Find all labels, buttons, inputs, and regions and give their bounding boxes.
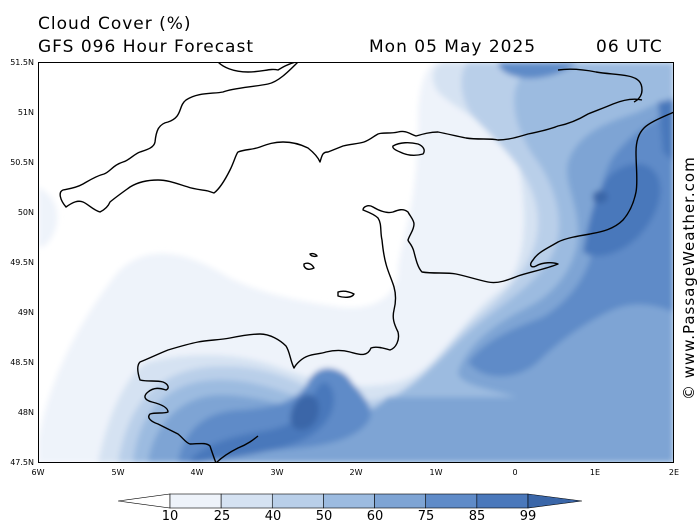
colorbar-cell: [476, 493, 529, 509]
colorbar-cell: [271, 493, 324, 509]
lon-label: 2E: [668, 468, 680, 477]
kent-coastline: [557, 68, 643, 103]
cloud-cover-map: [38, 62, 674, 463]
watermark: © www.PassageWeather.com: [680, 156, 698, 400]
colorbar-cell: [374, 493, 427, 509]
sw-england-coastline: [59, 62, 643, 213]
cloud-field: [38, 62, 674, 463]
guernsey-island: [303, 262, 315, 271]
lat-label: 51N: [17, 108, 34, 117]
colorbar-label: 60: [366, 509, 384, 524]
brittany-south-coastline: [215, 435, 259, 463]
wales-coastline: [217, 62, 297, 73]
lon-label: 5W: [111, 468, 125, 477]
lat-label: 49.5N: [10, 258, 34, 267]
map-border: [38, 62, 674, 463]
lat-label: 50N: [17, 208, 34, 217]
lon-label: 2W: [349, 468, 363, 477]
map-title: Cloud Cover (%): [38, 14, 192, 34]
lat-label: 48.5N: [10, 358, 34, 367]
forecast-date: Mon 05 May 2025: [369, 37, 537, 57]
forecast-subtitle: GFS 096 Hour Forecast: [38, 37, 254, 57]
alderney-island: [309, 252, 318, 258]
lat-label: 49N: [17, 308, 34, 317]
lon-label: 4W: [190, 468, 204, 477]
colorbar-label: 75: [417, 509, 435, 524]
lon-label: 6W: [31, 468, 45, 477]
lon-label: 1E: [589, 468, 601, 477]
jersey-island: [337, 290, 355, 299]
colorbar-label: 40: [264, 509, 282, 524]
colorbar-cell: [323, 493, 375, 509]
isle-of-wight: [392, 141, 425, 157]
colorbar-left-arrow: [118, 493, 171, 509]
colorbar-cells: [169, 493, 529, 509]
colorbar-cell: [425, 493, 478, 509]
lat-label: 47.5N: [10, 458, 34, 467]
cloud-band-60: [148, 97, 674, 463]
colorbar-cell: [220, 493, 273, 509]
colorbar-label: 25: [213, 509, 231, 524]
france-north-coastline: [137, 111, 674, 463]
colorbar-label: 99: [519, 509, 537, 524]
colorbar-label: 50: [315, 509, 333, 524]
coastlines: [59, 62, 674, 463]
lon-label: 3W: [270, 468, 284, 477]
lat-label: 51.5N: [10, 58, 34, 67]
colorbar-label: 85: [468, 509, 486, 524]
lon-label: 0: [512, 468, 518, 477]
colorbar: [118, 493, 582, 509]
colorbar-right-arrow: [527, 493, 582, 509]
forecast-time: 06 UTC: [596, 37, 663, 57]
lon-label: 1W: [429, 468, 443, 477]
colorbar-label: 10: [161, 509, 179, 524]
lat-label: 48N: [17, 408, 34, 417]
cloud-band-75: [178, 62, 674, 463]
colorbar-cell: [169, 493, 222, 509]
lat-label: 50.5N: [10, 158, 34, 167]
